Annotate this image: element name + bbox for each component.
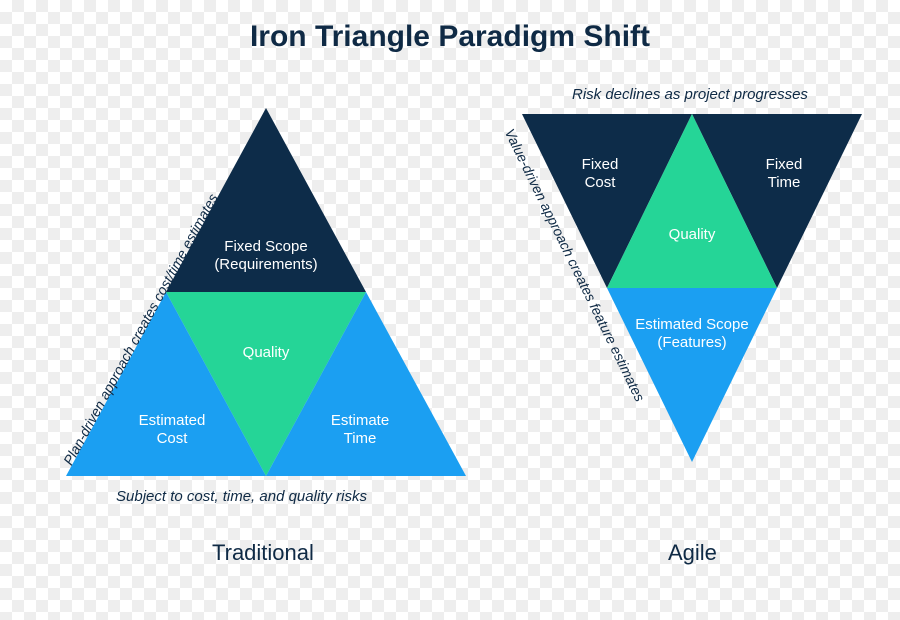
traditional-name: Traditional <box>212 540 314 566</box>
traditional-left-label: Estimated Cost <box>92 412 252 448</box>
traditional-center-label: Quality <box>166 344 366 362</box>
agile-top-right-label: Fixed Time <box>724 156 844 192</box>
agile-center-label: Quality <box>622 226 762 244</box>
agile-top-left-label: Fixed Cost <box>540 156 660 192</box>
agile-name: Agile <box>668 540 717 566</box>
agile-top-note: Risk declines as project progresses <box>572 86 808 103</box>
traditional-bottom-note: Subject to cost, time, and quality risks <box>116 488 367 505</box>
canvas: Iron Triangle Paradigm Shift Fixed Scope… <box>0 0 900 620</box>
page-title: Iron Triangle Paradigm Shift <box>0 20 900 54</box>
traditional-right-label: Estimate Time <box>280 412 440 448</box>
